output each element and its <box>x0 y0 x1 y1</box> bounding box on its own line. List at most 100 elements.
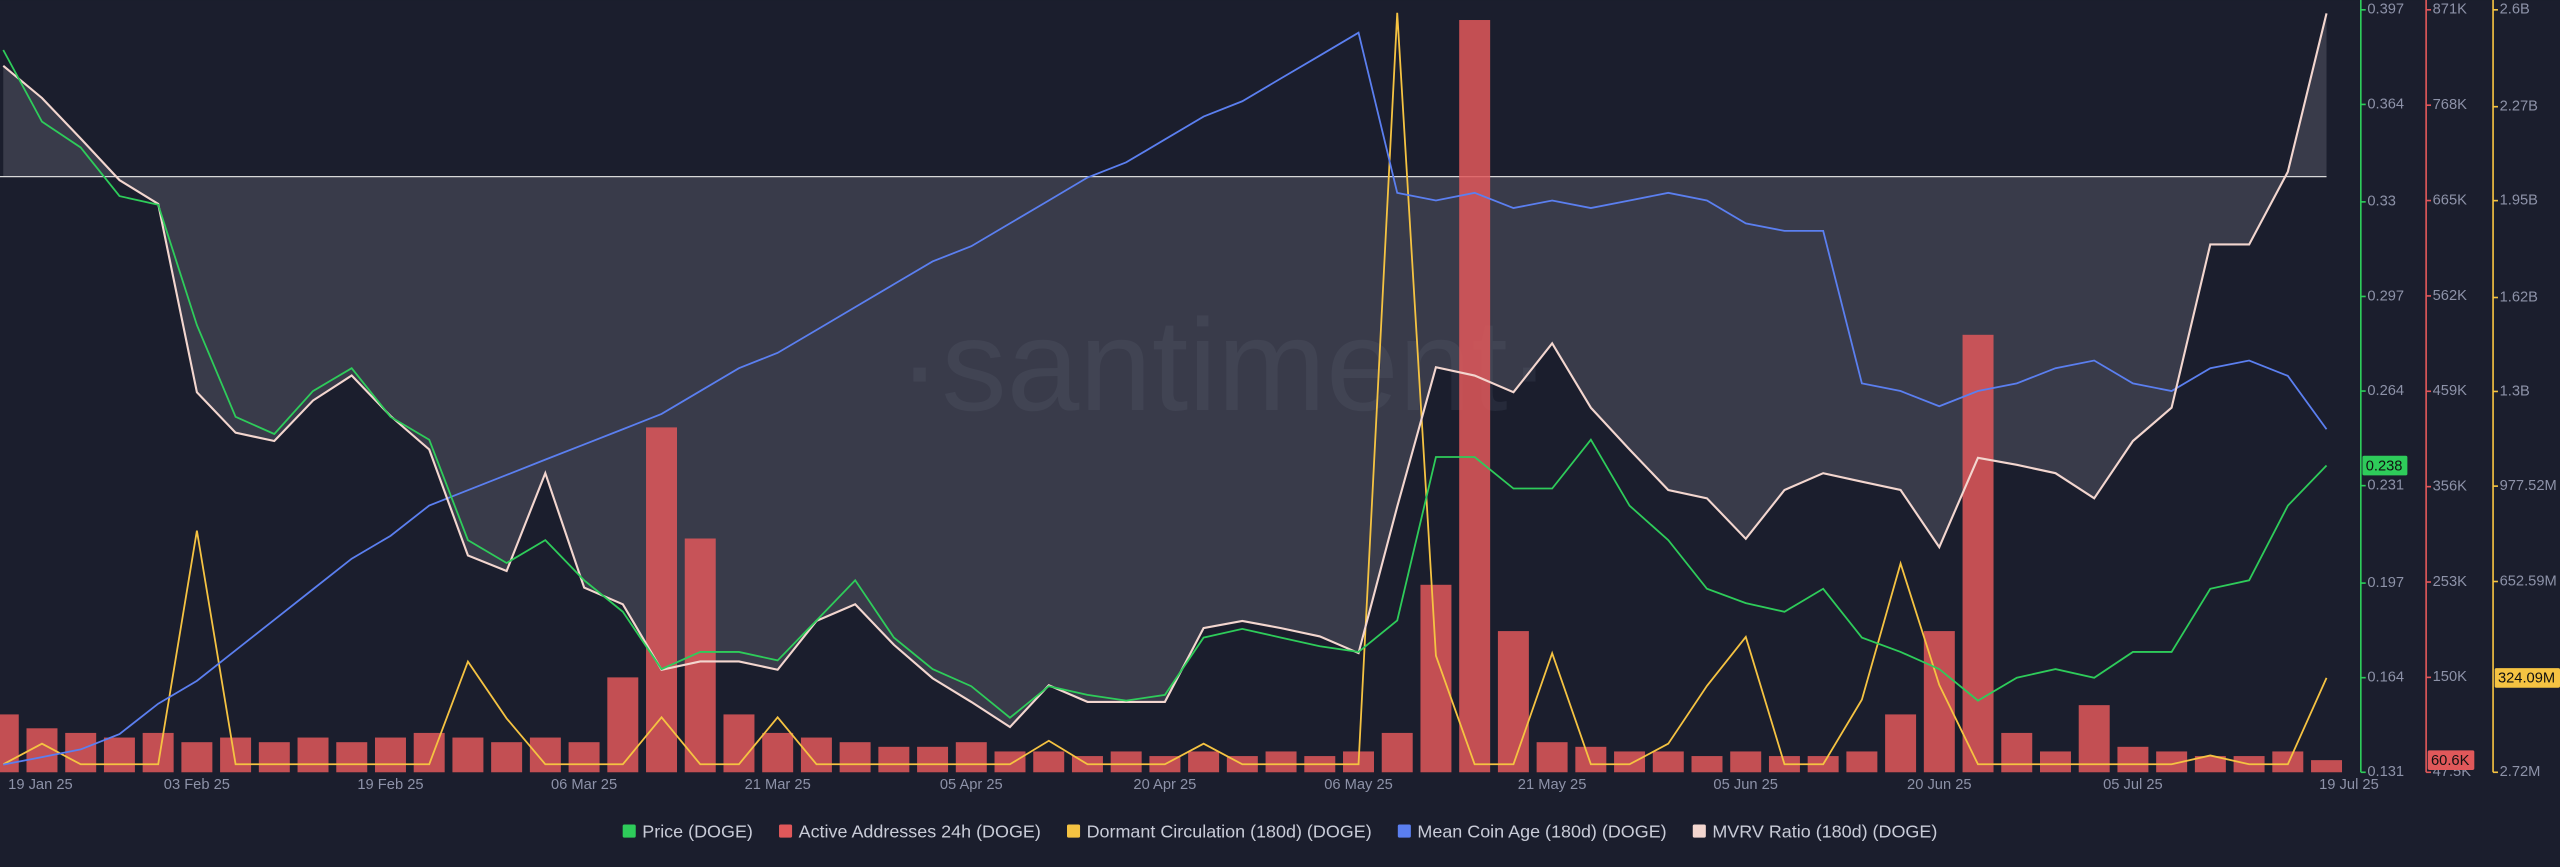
y-tick-label: 665K <box>2433 192 2468 208</box>
y-tick-label: 871K <box>2433 2 2468 18</box>
active-bar <box>994 751 1026 773</box>
active-bar <box>491 742 523 773</box>
legend-swatch <box>779 824 793 838</box>
y-tick-label: 2.6B <box>2500 2 2530 18</box>
series-line <box>3 31 2328 766</box>
active-bar <box>1033 751 1065 773</box>
y-tick-label: 0.264 <box>2367 383 2404 399</box>
series-line <box>2 49 2328 719</box>
mvrv-area <box>3 13 2327 728</box>
value-badge <box>2494 668 2560 688</box>
active-bar <box>1652 751 1684 773</box>
x-tick-label: 21 Mar 25 <box>745 777 811 793</box>
active-bar <box>1846 751 1878 773</box>
y-tick-label: 150K <box>2433 669 2468 685</box>
active-bar <box>1730 751 1762 773</box>
value-badge-label: 0.238 <box>2366 458 2403 474</box>
active-bar <box>65 732 97 773</box>
x-tick-label: 20 Apr 25 <box>1133 777 1196 793</box>
active-bar <box>2272 751 2304 773</box>
y-tick-label: 0.33 <box>2367 194 2396 210</box>
x-tick-label: 05 Apr 25 <box>940 777 1003 793</box>
active-bar <box>2039 751 2071 773</box>
active-bar <box>723 714 755 773</box>
y-tick-label: 977.52M <box>2500 478 2557 494</box>
value-badge <box>2427 750 2475 770</box>
active-bar <box>258 742 290 773</box>
y-tick-label: 2.72M <box>2500 764 2541 780</box>
active-bar <box>1265 751 1297 773</box>
active-bar <box>1885 714 1917 773</box>
y-tick-label: 0.297 <box>2367 288 2404 304</box>
x-tick-label: 19 Jan 25 <box>8 777 73 793</box>
active-bar <box>839 742 871 773</box>
active-bar <box>762 732 794 773</box>
active-bar <box>607 677 639 773</box>
value-badge <box>2362 455 2408 476</box>
y-tick-label: 356K <box>2433 479 2468 495</box>
legend-label: Dormant Circulation (180d) (DOGE) <box>1087 821 1372 841</box>
active-bar <box>568 742 600 773</box>
active-bar <box>2078 705 2110 773</box>
legend-label: Price (DOGE) <box>642 821 753 841</box>
y-tick-label: 0.364 <box>2367 96 2404 112</box>
y-tick-label: 0.397 <box>2367 2 2404 18</box>
active-bar <box>800 737 832 773</box>
x-tick-label: 06 Mar 25 <box>551 777 617 793</box>
legend-swatch <box>622 824 636 838</box>
x-tick-label: 05 Jul 25 <box>2103 777 2163 793</box>
y-tick-label: 2.27B <box>2500 99 2539 115</box>
active-bar <box>26 728 58 773</box>
y-tick-label: 652.59M <box>2500 573 2557 589</box>
legend-swatch <box>1397 824 1411 838</box>
active-bar <box>1614 751 1646 773</box>
y-tick-label: 1.3B <box>2500 383 2530 399</box>
y-tick-label: 0.164 <box>2367 670 2404 686</box>
active-bar <box>917 746 949 773</box>
active-bar <box>1497 631 1529 773</box>
active-bar <box>1536 742 1568 773</box>
active-bar <box>2117 746 2149 773</box>
value-badge-label: 324.09M <box>2498 671 2555 687</box>
y-tick-label: 768K <box>2433 97 2468 113</box>
active-bar <box>2194 756 2226 773</box>
x-tick-label: 05 Jun 25 <box>1713 777 1778 793</box>
active-bar <box>181 742 213 773</box>
active-bar <box>1459 20 1491 773</box>
x-tick-label: 03 Feb 25 <box>164 777 230 793</box>
active-bar <box>297 737 329 773</box>
legend-label: Active Addresses 24h (DOGE) <box>799 821 1041 841</box>
active-bar <box>2156 751 2188 773</box>
series-line <box>2 12 2328 766</box>
y-tick-label: 562K <box>2433 288 2468 304</box>
active-bar <box>220 737 252 773</box>
active-bar <box>646 427 678 773</box>
x-tick-label: 19 Jul 25 <box>2319 777 2379 793</box>
active-bar <box>1420 584 1452 773</box>
legend-label: Mean Coin Age (180d) (DOGE) <box>1417 821 1666 841</box>
active-bar <box>529 737 561 773</box>
y-tick-label: 0.197 <box>2367 575 2404 591</box>
active-bar <box>142 732 174 773</box>
active-bar <box>1691 756 1723 773</box>
y-tick-label: 1.62B <box>2500 289 2539 305</box>
active-bar <box>684 538 716 773</box>
active-bar <box>1575 746 1607 773</box>
x-tick-label: 19 Feb 25 <box>357 777 423 793</box>
y-tick-label: 0.231 <box>2367 478 2404 494</box>
active-bar <box>878 746 910 773</box>
legend-swatch <box>1067 824 1081 838</box>
active-bar <box>452 737 484 773</box>
x-tick-label: 20 Jun 25 <box>1907 777 1972 793</box>
value-badge-label: 60.6K <box>2431 753 2470 769</box>
active-bar <box>2311 760 2343 773</box>
active-bar <box>2001 732 2033 773</box>
active-bar <box>103 737 135 773</box>
active-bar <box>413 732 445 773</box>
y-tick-label: 1.95B <box>2500 193 2539 209</box>
active-bar <box>374 737 406 773</box>
legend: Price (DOGE) Active Addresses 24h (DOGE) D… <box>622 821 1937 841</box>
x-tick-label: 21 May 25 <box>1518 777 1587 793</box>
